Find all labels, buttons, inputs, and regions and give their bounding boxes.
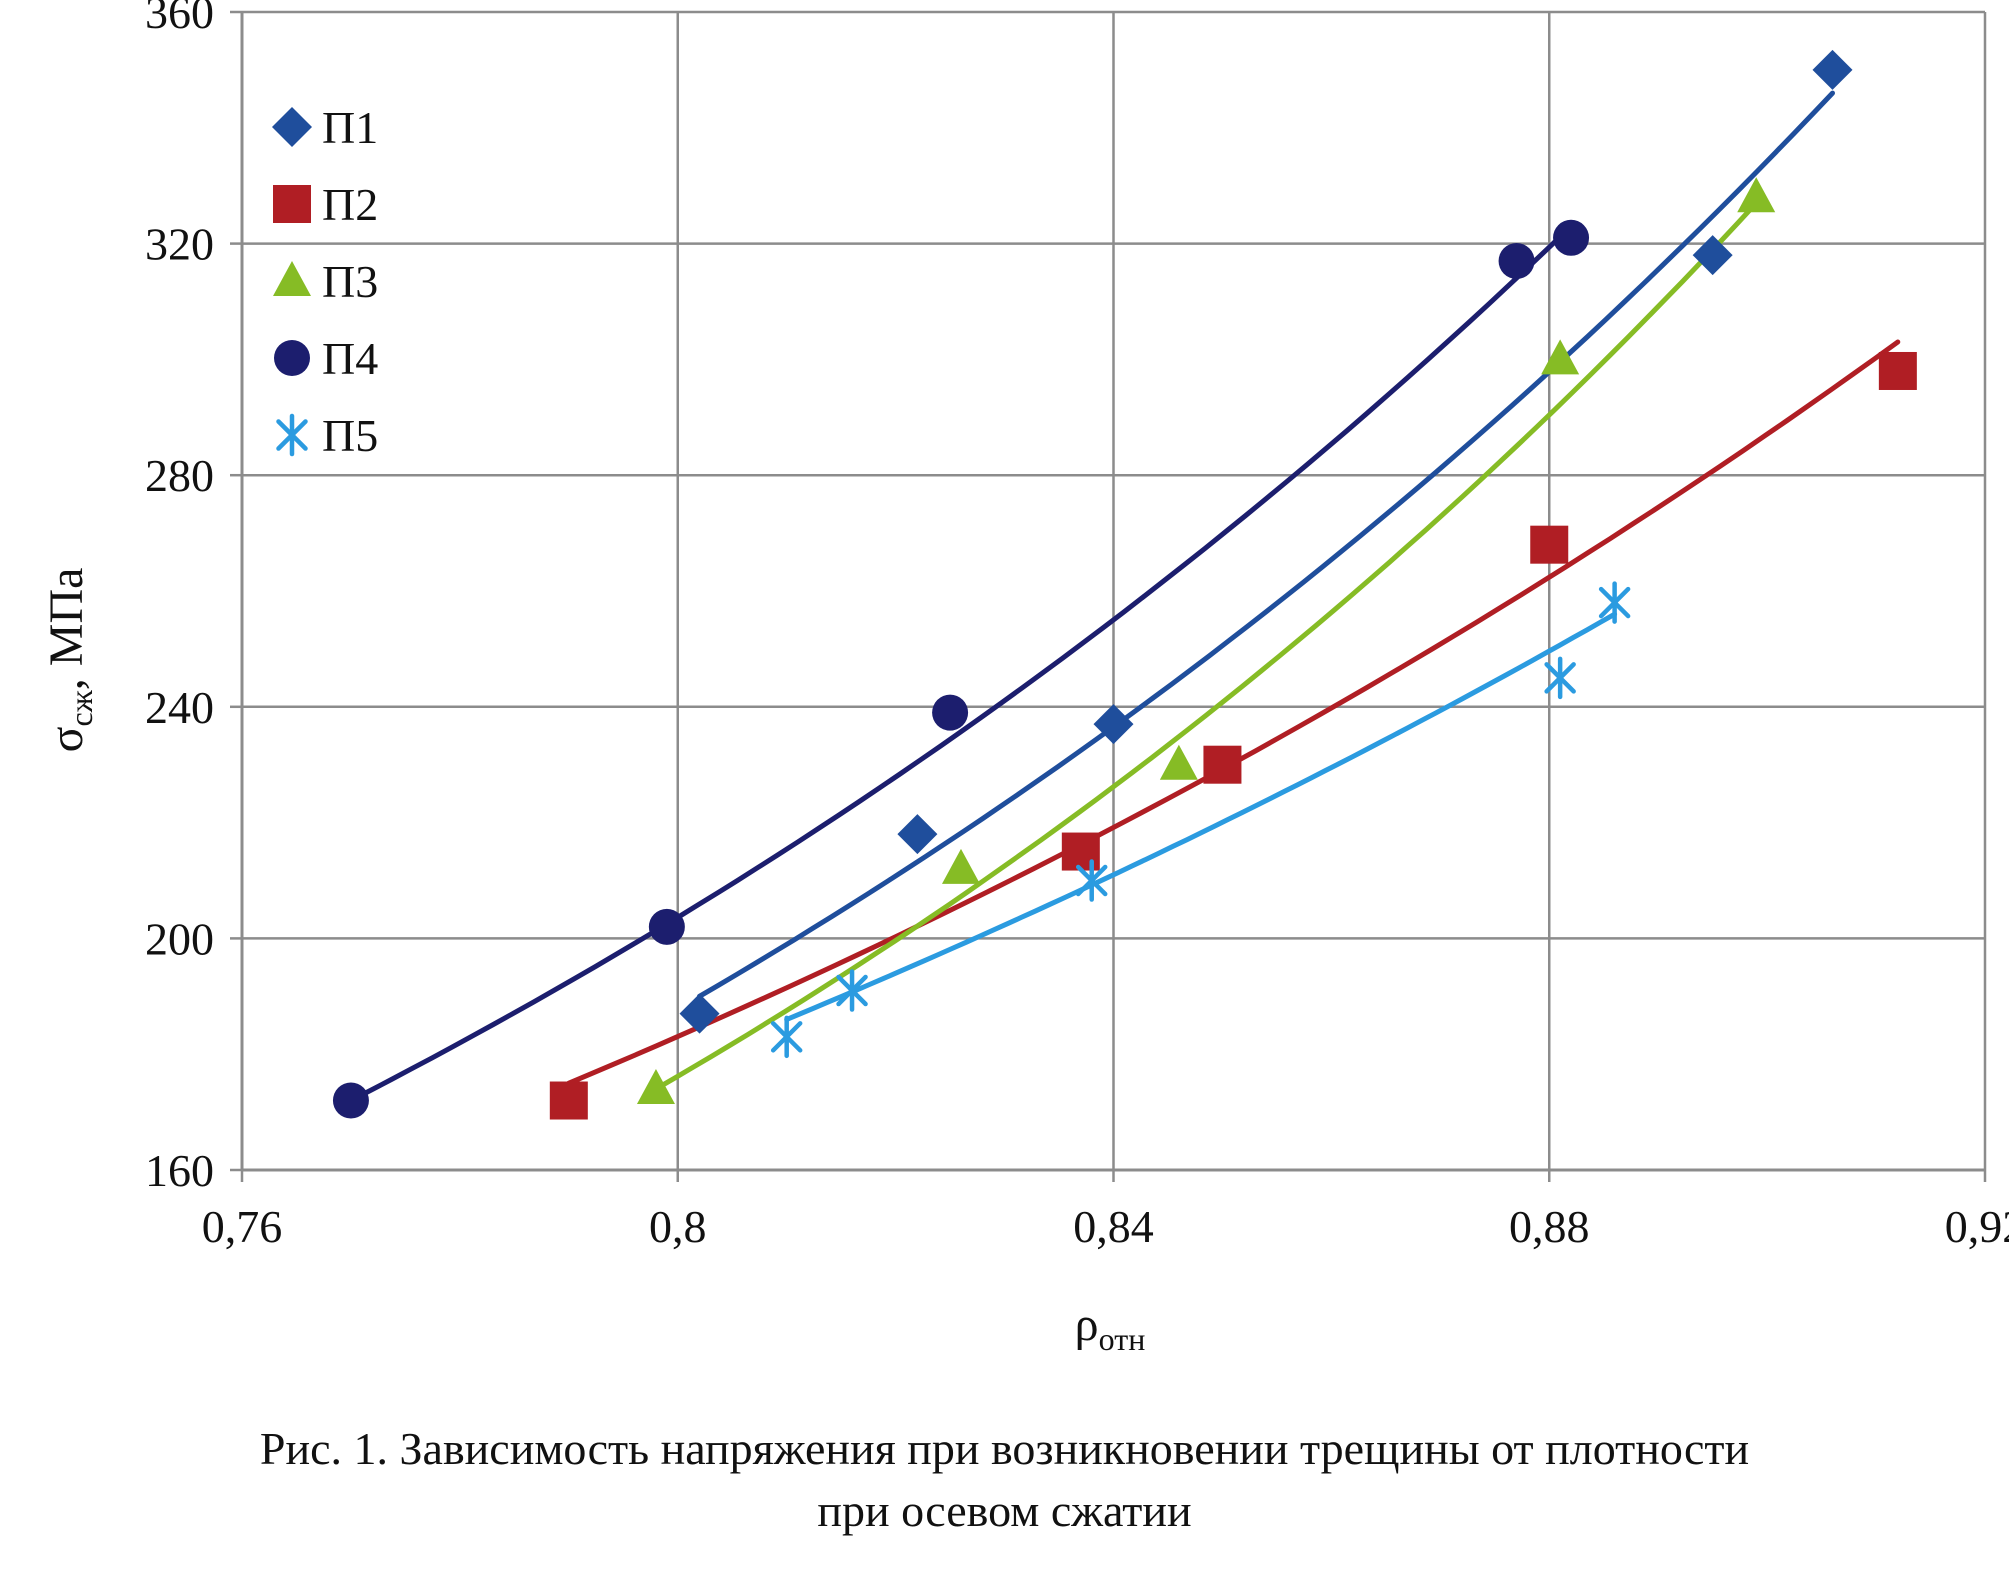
data-point-П3 xyxy=(1541,339,1580,375)
y-axis-label-sub: сж xyxy=(63,689,99,726)
data-point-П1 xyxy=(1692,235,1733,276)
legend-marker-П2 xyxy=(273,185,311,223)
x-tick-label: 0,76 xyxy=(202,1201,283,1252)
data-point-П1 xyxy=(1812,49,1853,90)
data-point-П5 xyxy=(836,969,868,1012)
data-point-П4 xyxy=(648,908,685,945)
data-point-П5 xyxy=(1598,581,1631,624)
x-tick-label: 0,88 xyxy=(1509,1201,1590,1252)
data-point-П1 xyxy=(1093,704,1134,745)
y-tick-label: 360 xyxy=(145,0,214,38)
grid-lines xyxy=(242,10,1987,1170)
data-points xyxy=(332,49,1917,1120)
trend-line-П2 xyxy=(566,339,1901,1086)
y-axis-label-main: σ xyxy=(40,726,93,752)
y-tick-label: 320 xyxy=(145,219,214,270)
trend-line-П1 xyxy=(697,90,1835,999)
data-point-П1 xyxy=(679,993,720,1034)
y-tick-label: 160 xyxy=(145,1145,214,1196)
data-point-П4 xyxy=(332,1082,369,1119)
data-point-П3 xyxy=(636,1068,675,1104)
x-axis-label-sub: отн xyxy=(1099,1321,1146,1357)
x-tick-labels: 0,76 0,8 0,84 0,88 0,92 xyxy=(202,1201,2009,1252)
data-point-П1 xyxy=(897,814,938,855)
star-stroke xyxy=(770,1021,803,1053)
y-tick-labels: 160 200 240 280 320 360 xyxy=(145,0,214,1196)
legend-label: П1 xyxy=(322,102,378,153)
legend-marker-П5 xyxy=(276,413,308,457)
axes xyxy=(230,10,1987,1182)
chart: 0,76 0,8 0,84 0,88 0,92 160 200 240 280 320 360 П… xyxy=(40,0,2009,1357)
legend-marker-П3 xyxy=(273,261,311,296)
y-axis-label-suffix: , МПа xyxy=(40,568,93,691)
data-point-П2 xyxy=(1878,351,1917,390)
legend-label: П4 xyxy=(322,333,378,384)
data-point-П3 xyxy=(1159,744,1198,780)
star-stroke xyxy=(1075,864,1108,897)
data-point-П5 xyxy=(770,1015,803,1059)
y-tick-label: 240 xyxy=(145,682,214,733)
x-tick-label: 0,8 xyxy=(649,1201,707,1252)
data-point-П4 xyxy=(1553,219,1590,256)
trend-line-П5 xyxy=(784,611,1618,1022)
x-tick-label: 0,92 xyxy=(1945,1201,2009,1252)
star-stroke xyxy=(1598,586,1631,619)
x-tick-label: 0,84 xyxy=(1073,1201,1154,1252)
legend-marker-П4 xyxy=(274,340,310,376)
figure-caption: Рис. 1. Зависимость напряжения при возни… xyxy=(0,1418,2009,1542)
x-axis-label: ρотн xyxy=(1075,1298,1146,1357)
caption-line-1: Рис. 1. Зависимость напряжения при возни… xyxy=(259,1423,1750,1474)
data-point-П5 xyxy=(1544,656,1576,700)
y-axis-label: σсж, МПа xyxy=(40,568,99,753)
star-stroke xyxy=(1544,662,1576,694)
data-point-П5 xyxy=(1075,859,1108,902)
caption-line-2: при осевом сжатии xyxy=(817,1485,1192,1536)
legend: П1 П2 П3 П4 П5 xyxy=(272,102,378,461)
data-point-П2 xyxy=(1061,832,1100,871)
data-point-П4 xyxy=(1498,242,1535,279)
legend-marker-П1 xyxy=(272,107,312,147)
star-stroke xyxy=(276,419,308,451)
x-axis-label-main: ρ xyxy=(1075,1298,1099,1351)
legend-label: П5 xyxy=(322,410,378,461)
trend-line-П4 xyxy=(348,223,1574,1103)
y-tick-label: 200 xyxy=(145,913,214,964)
legend-label: П3 xyxy=(322,256,378,307)
star-stroke xyxy=(836,974,868,1007)
data-point-П2 xyxy=(549,1081,588,1120)
y-tick-label: 280 xyxy=(145,450,214,501)
legend-label: П2 xyxy=(322,179,378,230)
data-point-П3 xyxy=(941,848,980,884)
data-point-П2 xyxy=(1530,525,1569,564)
data-point-П4 xyxy=(932,694,969,731)
data-point-П3 xyxy=(1737,177,1776,213)
data-point-П2 xyxy=(1203,745,1242,784)
